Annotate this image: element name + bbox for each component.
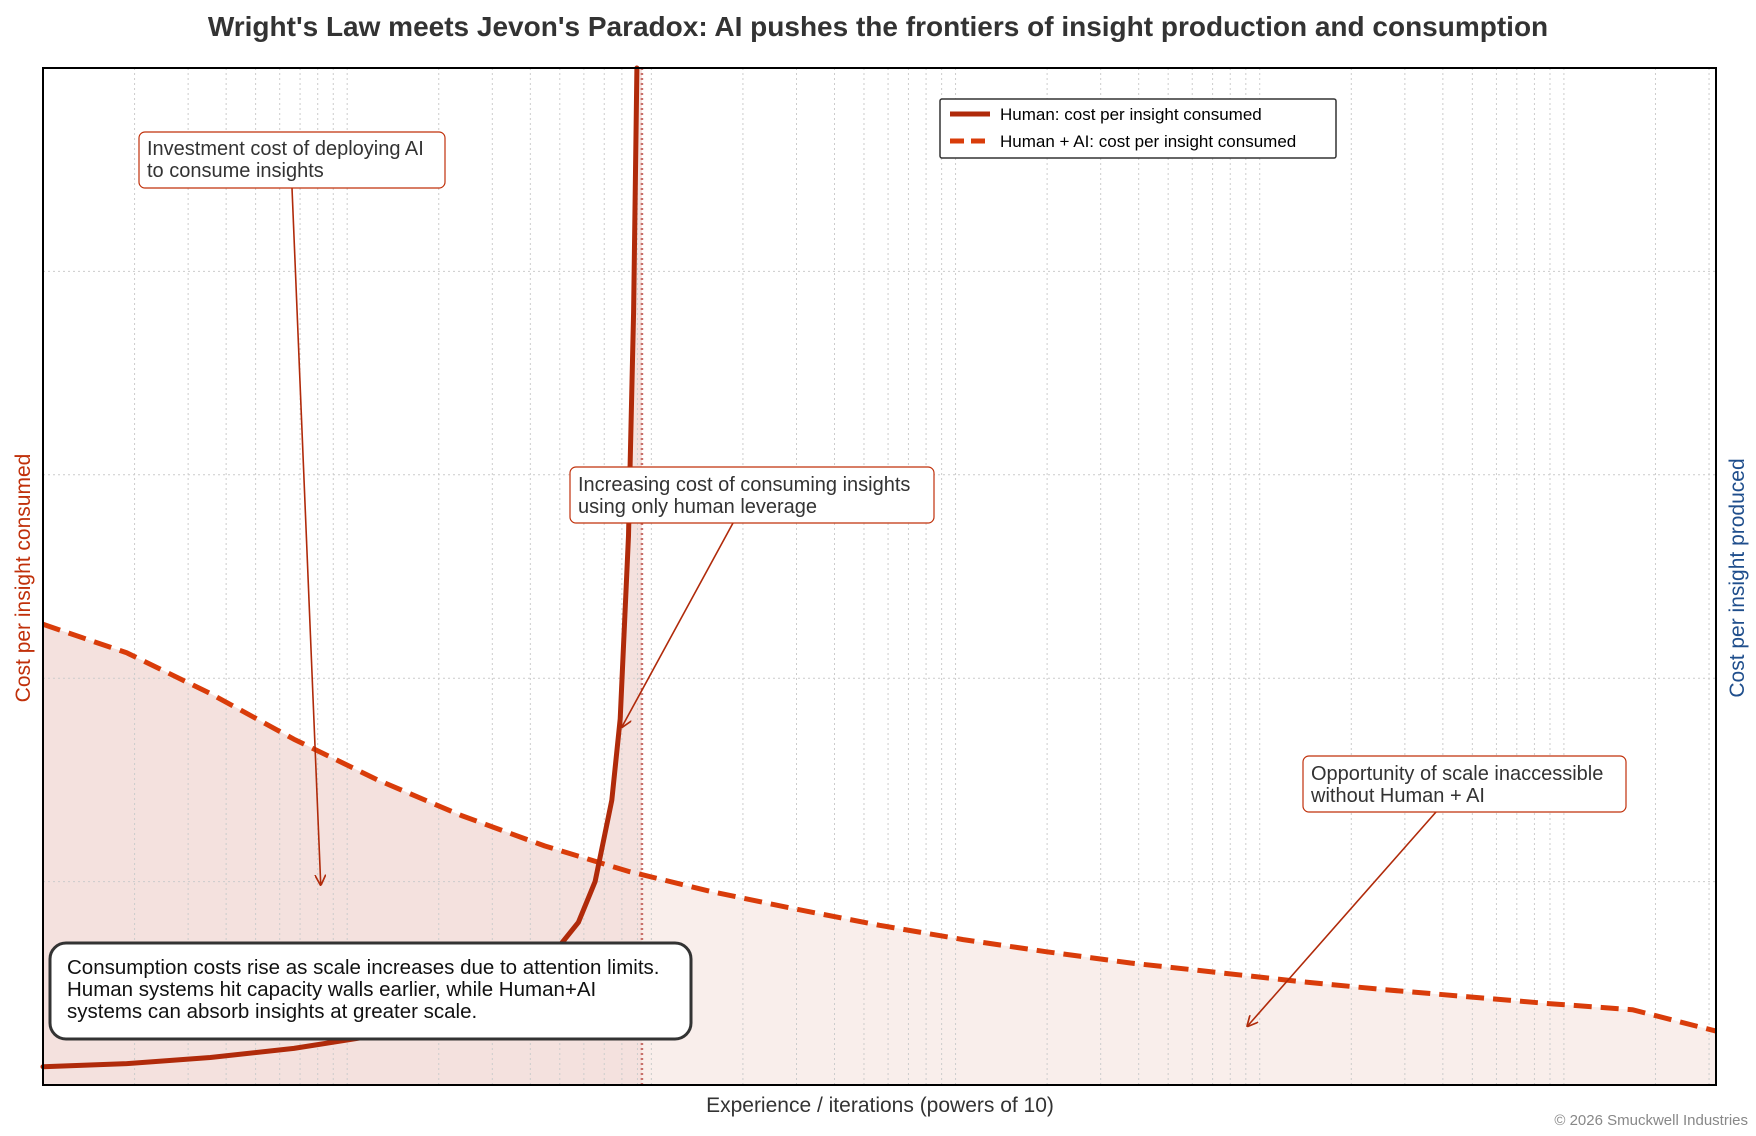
x-axis-label: Experience / iterations (powers of 10) xyxy=(706,1094,1054,1117)
fill-regions xyxy=(43,68,1716,1085)
annotation-arrow xyxy=(1248,811,1437,1026)
legend-label-human: Human: cost per insight consumed xyxy=(1000,105,1262,124)
summary-note-text: Consumption costs rise as scale increase… xyxy=(67,956,660,1023)
annotation-line: without Human + AI xyxy=(1310,785,1485,807)
copyright-footer: © 2026 Smuckwell Industries xyxy=(1554,1112,1748,1129)
summary-note: Consumption costs rise as scale increase… xyxy=(48,941,693,1041)
summary-note-line: systems can absorb insights at greater s… xyxy=(67,1000,477,1023)
annotation-box xyxy=(138,131,446,189)
annotation-box xyxy=(569,466,935,524)
fill-region-ai xyxy=(641,874,1716,1085)
annotation-line: Opportunity of scale inaccessible xyxy=(1311,763,1603,785)
annotation-text: Investment cost of deploying AI to consum… xyxy=(147,138,424,182)
annotation-1: Investment cost of deploying AI to consum… xyxy=(138,131,446,885)
chart-title: Wright's Law meets Jevon's Paradox: AI p… xyxy=(208,11,1548,42)
annotations: Investment cost of deploying AI to consum… xyxy=(138,131,1627,1026)
annotation-text: Increasing cost of consuming insights usi… xyxy=(578,474,910,518)
plot-frame xyxy=(42,67,1717,1086)
y-axis-label-right: Cost per insight produced xyxy=(1726,458,1749,697)
annotation-text: Opportunity of scale inaccessible without… xyxy=(1310,763,1603,807)
summary-note-line: Consumption costs rise as scale increase… xyxy=(67,956,660,979)
annotation-line: Increasing cost of consuming insights xyxy=(578,474,910,496)
summary-note-box xyxy=(48,941,693,1041)
annotation-2: Increasing cost of consuming insights usi… xyxy=(569,466,935,727)
fill-region-human xyxy=(43,68,642,1085)
annotation-line: to consume insights xyxy=(147,160,324,182)
annotation-box xyxy=(1302,755,1627,813)
series-line-human-ai xyxy=(42,621,1717,1034)
annotation-line: Investment cost of deploying AI xyxy=(147,138,424,160)
annotation-arrow xyxy=(622,522,734,727)
legend: Human: cost per insight consumed Human +… xyxy=(939,98,1337,159)
y-axis-label-left: Cost per insight consumed xyxy=(12,454,35,703)
legend-label-human-ai: Human + AI: cost per insight consumed xyxy=(1000,132,1296,151)
annotation-arrow xyxy=(291,187,321,885)
legend-box xyxy=(939,98,1337,159)
annotation-3: Opportunity of scale inaccessible without… xyxy=(1248,755,1627,1026)
annotation-line: using only human leverage xyxy=(578,496,817,518)
summary-note-line: Human systems hit capacity walls earlier… xyxy=(67,978,596,1001)
